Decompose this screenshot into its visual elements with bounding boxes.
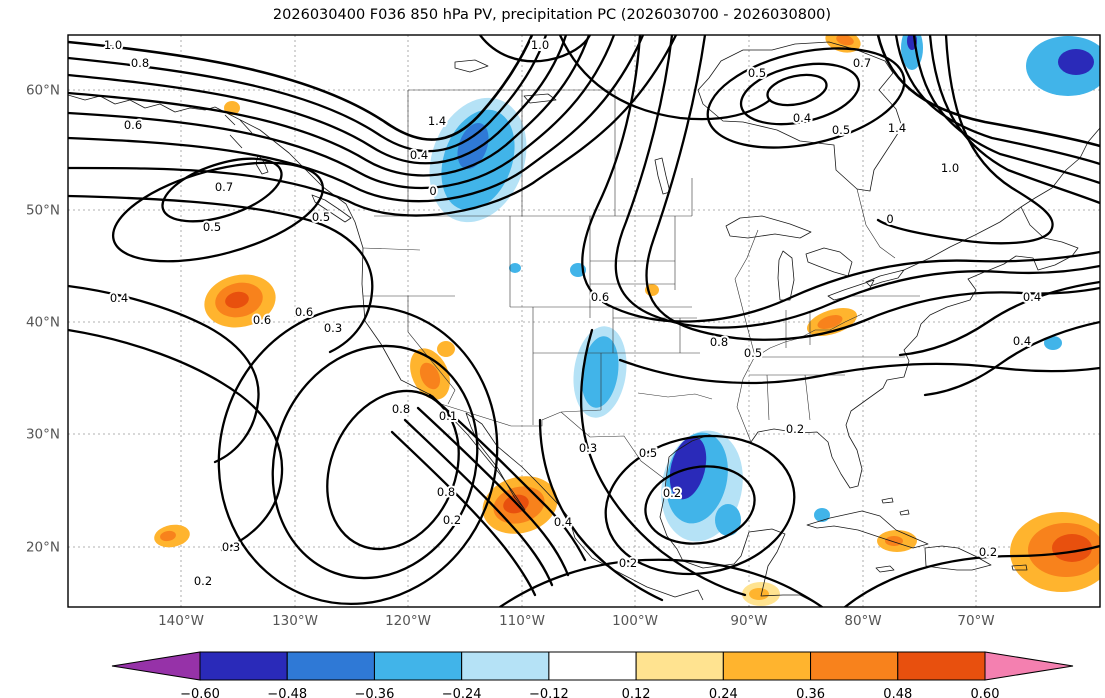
contour-value-label: 1.4 bbox=[888, 121, 906, 135]
contour-value-label: 0.2 bbox=[979, 545, 997, 559]
colorbar-tick-label: 0.48 bbox=[883, 687, 912, 698]
contour-value-label: 1.0 bbox=[531, 38, 549, 52]
contour-value-label: 0.8 bbox=[710, 335, 728, 349]
contour-value-label: 0.5 bbox=[744, 346, 762, 360]
contour-value-label: 0.6 bbox=[295, 305, 313, 319]
contour-value-label: 0.4 bbox=[1013, 334, 1031, 348]
lon-tick-label: 100°W bbox=[612, 613, 658, 629]
contour-value-label: 0.4 bbox=[554, 515, 572, 529]
anomaly-region bbox=[749, 588, 769, 600]
contour-value-label: 0.4 bbox=[793, 111, 811, 125]
colorbar-extend-right bbox=[985, 652, 1073, 680]
colorbar-tick-label: 0.60 bbox=[971, 687, 1000, 698]
colorbar-segment bbox=[200, 652, 287, 680]
contour-value-label: 0.2 bbox=[619, 556, 637, 570]
contour-value-label: 0.2 bbox=[443, 513, 461, 527]
colorbar-segment bbox=[898, 652, 985, 680]
contour-value-label: 0.6 bbox=[253, 313, 271, 327]
colorbar-tick-label: 0.12 bbox=[622, 687, 651, 698]
contour-value-label: 0.4 bbox=[110, 291, 128, 305]
lat-tick-label: 50°N bbox=[26, 203, 60, 219]
lon-tick-label: 70°W bbox=[957, 613, 994, 629]
colorbar-tick-label: −0.60 bbox=[180, 687, 220, 698]
contour-value-label: 0.2 bbox=[194, 574, 212, 588]
colorbar-segment bbox=[811, 652, 898, 680]
colorbar-tick-label: 0.24 bbox=[709, 687, 738, 698]
contour-value-label: 0.4 bbox=[1023, 290, 1041, 304]
colorbar-tick-label: −0.12 bbox=[529, 687, 569, 698]
colorbar-tick-label: 0.36 bbox=[796, 687, 825, 698]
contour-value-label: 0.6 bbox=[124, 118, 142, 132]
contour-value-label: 0.8 bbox=[437, 485, 455, 499]
contour-value-label: 0 bbox=[429, 184, 436, 198]
anomaly-region bbox=[814, 508, 830, 522]
contour-value-label: 0.5 bbox=[312, 210, 330, 224]
contour-value-label: 0.6 bbox=[591, 290, 609, 304]
lat-tick-label: 60°N bbox=[26, 83, 60, 99]
figure-svg: 2026030400 F036 850 hPa PV, precipitatio… bbox=[0, 0, 1105, 698]
colorbar-segment bbox=[549, 652, 636, 680]
lon-tick-label: 110°W bbox=[499, 613, 545, 629]
contour-value-label: 1.0 bbox=[941, 161, 959, 175]
lat-tick-label: 20°N bbox=[26, 540, 60, 556]
contour-value-label: 0.3 bbox=[324, 321, 342, 335]
colorbar-tick-label: −0.24 bbox=[442, 687, 482, 698]
contour-value-label: 0.5 bbox=[748, 66, 766, 80]
contour-value-label: 0.5 bbox=[639, 446, 657, 460]
weather-map-figure: 2026030400 F036 850 hPa PV, precipitatio… bbox=[0, 0, 1105, 698]
contour-value-label: 0.8 bbox=[392, 402, 410, 416]
colorbar-tick-label: −0.36 bbox=[355, 687, 395, 698]
lat-tick-label: 30°N bbox=[26, 427, 60, 443]
contour-value-label: 0.2 bbox=[663, 486, 681, 500]
contour-value-label: 0.7 bbox=[853, 56, 871, 70]
lon-tick-label: 80°W bbox=[844, 613, 881, 629]
contour-value-label: 0.4 bbox=[410, 148, 428, 162]
contour-value-label: 0.5 bbox=[832, 123, 850, 137]
lat-tick-label: 40°N bbox=[26, 315, 60, 331]
contour-value-label: 0.3 bbox=[222, 540, 240, 554]
contour-value-label: 0.8 bbox=[131, 56, 149, 70]
lon-tick-label: 130°W bbox=[272, 613, 318, 629]
anomaly-region bbox=[1052, 534, 1092, 562]
lon-tick-label: 140°W bbox=[158, 613, 204, 629]
anomaly-region bbox=[1058, 49, 1094, 75]
colorbar: −0.60 −0.48 −0.36 −0.24 −0.12 0.12 0.24 0.36 0.4… bbox=[112, 652, 1073, 698]
colorbar-extend-left bbox=[112, 652, 200, 680]
colorbar-segment bbox=[462, 652, 549, 680]
colorbar-segment bbox=[374, 652, 461, 680]
contour-value-label: 1.0 bbox=[104, 38, 122, 52]
lon-tick-label: 120°W bbox=[385, 613, 431, 629]
figure-title: 2026030400 F036 850 hPa PV, precipitatio… bbox=[273, 7, 831, 23]
anomaly-region bbox=[437, 341, 455, 357]
plot-area: 1.0 0.8 0.6 0.7 0.5 0.5 0.4 0.6 0.6 0.3 1.4 0.4 0 1.0… bbox=[26, 26, 1105, 641]
contour-value-label: 0.7 bbox=[215, 180, 233, 194]
colorbar-segment bbox=[723, 652, 810, 680]
colorbar-segment bbox=[636, 652, 723, 680]
contour-value-label: 0.1 bbox=[439, 409, 457, 423]
lon-tick-label: 90°W bbox=[730, 613, 767, 629]
anomaly-region bbox=[509, 263, 521, 273]
contour-value-label: 0.3 bbox=[579, 441, 597, 455]
contour-value-label: 0 bbox=[886, 212, 893, 226]
contour-value-label: 0.2 bbox=[786, 422, 804, 436]
contour-value-label: 0.5 bbox=[203, 220, 221, 234]
colorbar-tick-label: −0.48 bbox=[267, 687, 307, 698]
anomaly-region bbox=[885, 536, 903, 546]
contour-value-label: 1.4 bbox=[428, 114, 446, 128]
colorbar-segment bbox=[287, 652, 374, 680]
